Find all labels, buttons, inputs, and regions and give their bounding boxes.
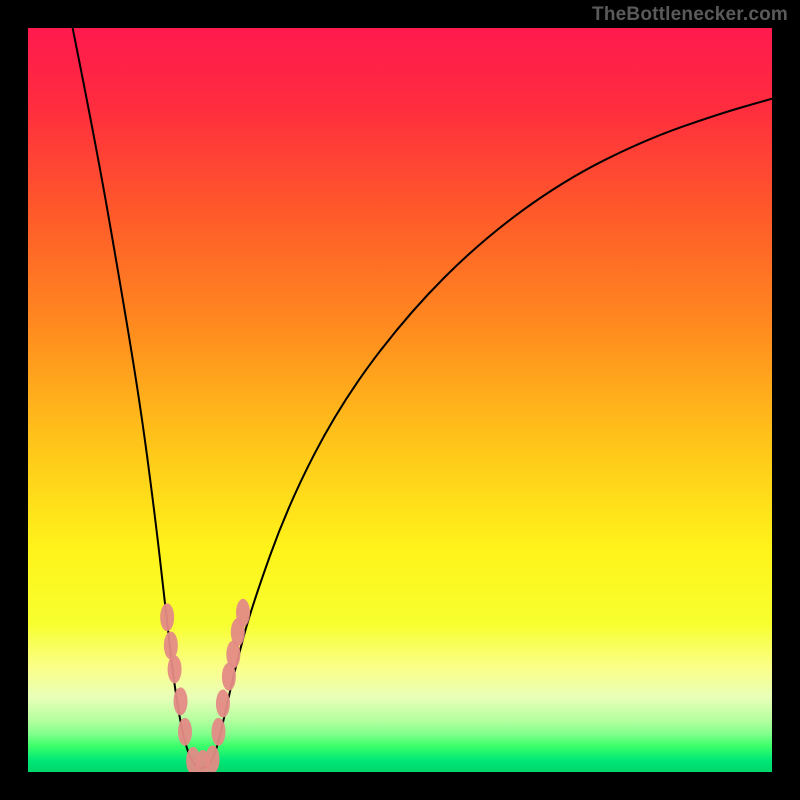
data-marker <box>174 687 188 715</box>
plot-area <box>28 28 772 772</box>
chart-svg <box>28 28 772 772</box>
data-marker <box>216 690 230 718</box>
data-marker <box>211 718 225 746</box>
data-marker <box>164 632 178 660</box>
data-marker <box>168 655 182 683</box>
data-marker <box>178 718 192 746</box>
data-marker <box>160 603 174 631</box>
watermark-text: TheBottlenecker.com <box>592 4 788 26</box>
data-marker <box>206 745 220 772</box>
stage: TheBottlenecker.com <box>0 0 800 800</box>
data-marker <box>236 599 250 627</box>
